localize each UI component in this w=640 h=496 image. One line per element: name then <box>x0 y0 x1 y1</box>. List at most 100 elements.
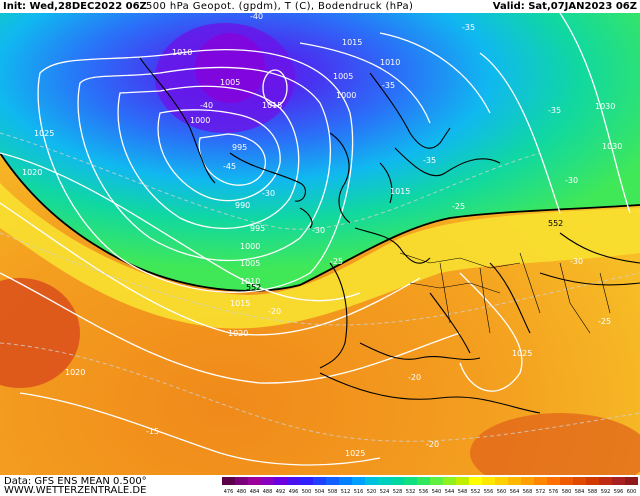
pressure-label: 1005 <box>333 72 353 81</box>
color-scale-tick: 572 <box>536 489 546 494</box>
temperature-label: -20 <box>426 440 439 449</box>
pressure-label: 1000 <box>336 91 356 100</box>
color-scale-swatch <box>313 477 327 485</box>
color-scale-swatch <box>248 477 262 485</box>
color-scale-tick: 476 <box>224 489 234 494</box>
site-url[interactable]: WWW.WETTERZENTRALE.DE <box>4 485 147 496</box>
temperature-label: -35 <box>548 106 561 115</box>
color-scale-swatch <box>599 477 613 485</box>
pressure-label: 1005 <box>220 78 240 87</box>
temperature-label: -25 <box>330 257 343 266</box>
color-scale-swatch <box>560 477 574 485</box>
color-scale-swatch <box>521 477 535 485</box>
pressure-label: 1015 <box>342 38 362 47</box>
color-scale-tick: 584 <box>575 489 585 494</box>
color-scale-tick: 592 <box>601 489 611 494</box>
pressure-label: 1000 <box>240 242 260 251</box>
weather-map: 552 552 1010 1005 1000 1015 1025 1020 99… <box>0 13 640 475</box>
color-scale-swatch <box>391 477 405 485</box>
color-scale <box>222 477 638 485</box>
color-scale-swatch <box>612 477 626 485</box>
color-scale-swatch <box>508 477 522 485</box>
temperature-label: -40 <box>250 13 263 21</box>
pressure-label: 1010 <box>240 277 260 286</box>
pressure-label: 1015 <box>390 187 410 196</box>
color-scale-swatch <box>274 477 288 485</box>
color-scale-tick: 496 <box>289 489 299 494</box>
color-scale-swatch <box>404 477 418 485</box>
color-scale-tick: 600 <box>627 489 637 494</box>
color-scale-tick: 560 <box>497 489 507 494</box>
temperature-label: -40 <box>200 101 213 110</box>
temperature-label: -35 <box>423 156 436 165</box>
color-scale-tick: 512 <box>341 489 351 494</box>
temperature-labels: -40 -35 -40 -35 -45 -35 -30 -35 -30 -30 … <box>146 13 611 449</box>
pressure-labels: 1010 1005 1000 1015 1025 1020 995 990 99… <box>22 38 622 458</box>
temperature-label: -30 <box>570 257 583 266</box>
pressure-label: 1005 <box>240 259 260 268</box>
color-scale-swatch <box>443 477 457 485</box>
color-scale-tick: 588 <box>588 489 598 494</box>
color-scale-ticks: 476 480 484 488 492 496 500 504 508 512 516 520 524 5… <box>224 489 637 494</box>
contour-552 <box>0 152 640 292</box>
color-scale-tick: 576 <box>549 489 559 494</box>
pressure-label: 1025 <box>34 129 54 138</box>
color-scale-tick: 524 <box>380 489 390 494</box>
color-scale-tick: 548 <box>458 489 468 494</box>
data-source: Data: GFS ENS MEAN 0.500° <box>4 476 147 487</box>
color-scale-tick: 552 <box>471 489 481 494</box>
color-scale-tick: 564 <box>510 489 520 494</box>
color-scale-tick: 544 <box>445 489 455 494</box>
pressure-label: 1025 <box>345 449 365 458</box>
pressure-label: 1020 <box>65 368 85 377</box>
pressure-label: 1000 <box>190 116 210 125</box>
pressure-label: 1015 <box>230 299 250 308</box>
color-scale-swatch <box>417 477 431 485</box>
color-scale-swatch <box>534 477 548 485</box>
temperature-label: -30 <box>312 226 325 235</box>
color-scale-swatch <box>365 477 379 485</box>
init-time: Init: Wed,28DEC2022 06Z <box>3 1 147 12</box>
color-scale-swatch <box>222 477 236 485</box>
color-scale-swatch <box>469 477 483 485</box>
pressure-label: 1030 <box>595 102 615 111</box>
coastlines <box>139 57 640 414</box>
temperature-label: -25 <box>452 202 465 211</box>
color-scale-tick: 540 <box>432 489 442 494</box>
pressure-label: 1010 <box>172 48 192 57</box>
temperature-label: -30 <box>565 176 578 185</box>
color-scale-swatch <box>456 477 470 485</box>
contour-552-label: 552 <box>246 283 261 292</box>
color-scale-swatch <box>287 477 301 485</box>
color-scale-tick: 556 <box>484 489 494 494</box>
pressure-label: 1015 <box>262 101 282 110</box>
pressure-label: 1030 <box>602 142 622 151</box>
color-scale-tick: 580 <box>562 489 572 494</box>
color-scale-tick: 480 <box>237 489 247 494</box>
color-scale-swatch <box>625 477 638 485</box>
temperature-label: -25 <box>598 317 611 326</box>
temperature-label: -20 <box>408 373 421 382</box>
color-scale-tick: 504 <box>315 489 325 494</box>
color-scale-tick: 492 <box>276 489 286 494</box>
color-scale-tick: 596 <box>614 489 624 494</box>
map-title: 500 hPa Geopot. (gpdm), T (C), Bodendruc… <box>146 1 414 12</box>
color-scale-tick: 484 <box>250 489 260 494</box>
color-scale-tick: 532 <box>406 489 416 494</box>
color-scale-swatch <box>430 477 444 485</box>
temperature-label: -30 <box>262 189 275 198</box>
pressure-label: 990 <box>235 201 250 210</box>
valid-time: Valid: Sat,07JAN2023 06Z <box>492 1 637 12</box>
header: Init: Wed,28DEC2022 06Z 500 hPa Geopot. … <box>0 0 640 13</box>
color-scale-swatch <box>235 477 249 485</box>
color-scale-swatch <box>352 477 366 485</box>
footer: Data: GFS ENS MEAN 0.500° WWW.WETTERZENT… <box>0 475 640 496</box>
isotherms <box>0 132 640 442</box>
pressure-label: 1020 <box>22 168 42 177</box>
isobars <box>0 13 631 466</box>
color-scale-swatch <box>586 477 600 485</box>
color-scale-tick: 528 <box>393 489 403 494</box>
color-scale-swatch <box>326 477 340 485</box>
color-scale-swatch <box>573 477 587 485</box>
color-scale-swatch <box>482 477 496 485</box>
